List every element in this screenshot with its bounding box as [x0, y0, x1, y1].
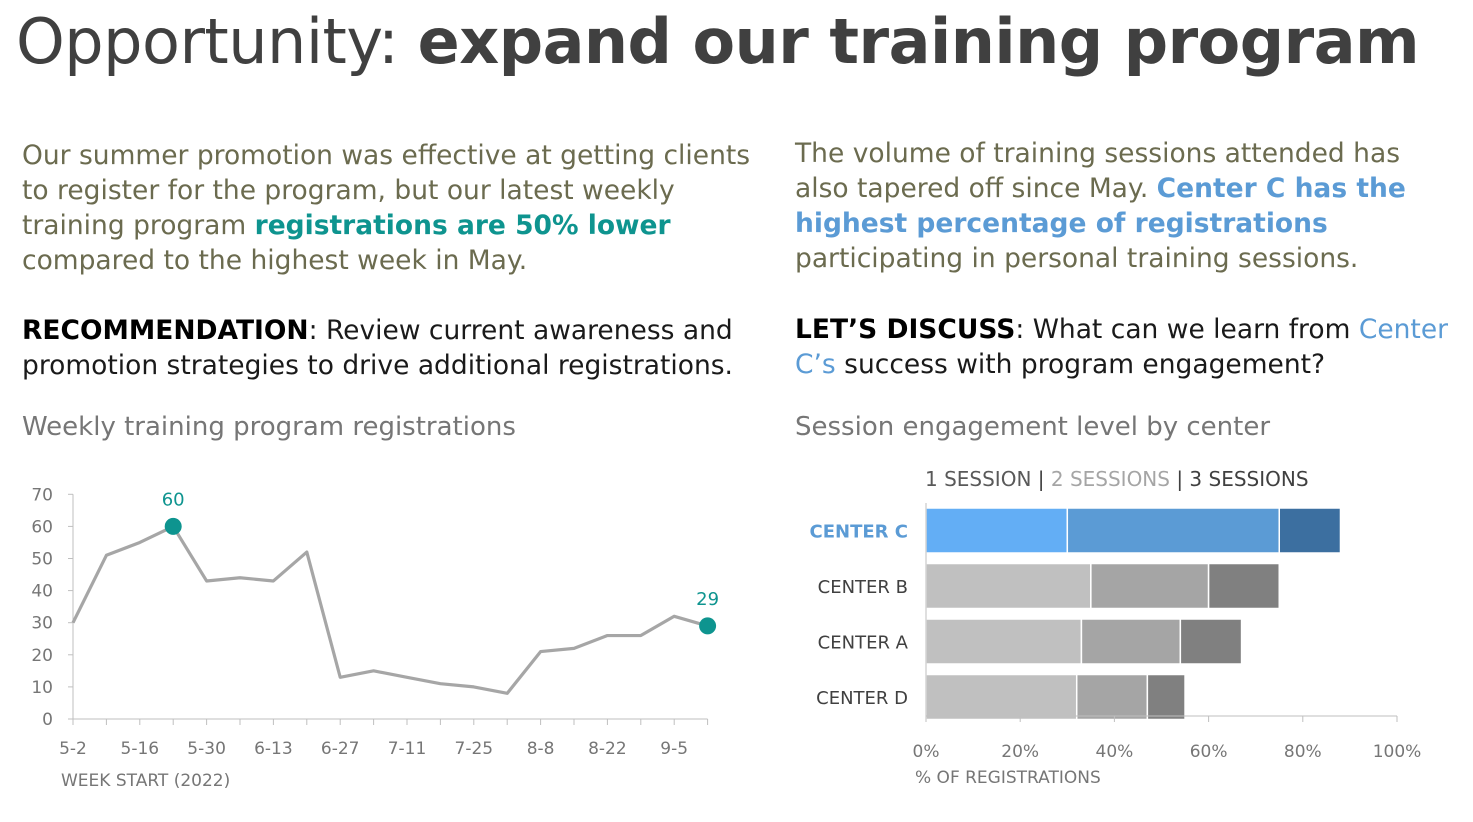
x-tick-label: 6-13	[254, 739, 293, 759]
left-summary-highlight: registrations are 50% lower	[254, 210, 671, 241]
x-axis-title: WEEK START (2022)	[61, 771, 230, 791]
bar-segment	[1146, 673, 1186, 721]
bar-chart: 1 SESSION | 2 SESSIONS | 3 SESSIONS CENTE…	[810, 467, 1422, 788]
recommendation-body: : Review current awareness and promotion…	[22, 315, 733, 381]
bar-segment	[925, 562, 1092, 610]
data-label: 60	[162, 489, 185, 510]
bar-segment	[1179, 618, 1243, 665]
bar-segment	[1080, 618, 1182, 665]
x-tick-label: 7-11	[388, 739, 427, 759]
legend-item: 2 SESSIONS	[1051, 467, 1170, 491]
x-axis-title: % OF REGISTRATIONS	[915, 768, 1101, 788]
discussion-text: LET’S DISCUSS: What can we learn from Ce…	[795, 312, 1460, 382]
y-tick-label: 60	[31, 517, 53, 537]
bar-segment	[925, 618, 1083, 665]
highlight-point	[699, 617, 717, 635]
x-tick-label: 7-25	[455, 739, 494, 759]
legend-item: 1 SESSION	[925, 467, 1031, 491]
title-bold: expand our training program	[417, 5, 1420, 78]
y-tick-label: 70	[31, 485, 53, 505]
line-chart: 0 10 20 30 40 50 60 70 5-2 5-16 5-30 6-13 6-27 7-11 7-…	[31, 485, 719, 791]
x-tick-label: 0%	[913, 742, 940, 762]
y-tick-label: 50	[31, 550, 53, 570]
bar-segment	[925, 507, 1069, 554]
recommendation-label: RECOMMENDATION	[22, 315, 309, 346]
bar-chart-title: Session engagement level by center	[795, 412, 1271, 442]
bar-segment	[925, 673, 1078, 721]
right-summary-part-2: participating in personal training sessi…	[795, 243, 1359, 274]
discussion-part-1: : What can we learn from	[1015, 314, 1359, 345]
y-tick-label: 30	[31, 614, 53, 634]
category-label: CENTER A	[818, 633, 909, 654]
y-tick-label: 0	[42, 710, 53, 730]
bar-segment	[1278, 507, 1342, 554]
bar-segment	[1207, 562, 1281, 610]
right-summary-part-1: The volume of training sessions attended…	[795, 138, 1401, 204]
x-tick-label: 40%	[1096, 742, 1134, 762]
legend-item: 3 SESSIONS	[1189, 467, 1308, 491]
data-label: 29	[696, 589, 719, 610]
legend-separator: |	[1170, 467, 1189, 491]
discussion-label: LET’S DISCUSS	[795, 314, 1016, 345]
line-chart-title: Weekly training program registrations	[22, 412, 516, 442]
discussion-highlight: Center C’s	[795, 314, 1449, 380]
x-tick-label: 6-27	[321, 739, 360, 759]
category-label: CENTER B	[818, 577, 908, 598]
x-tick-label: 20%	[1001, 742, 1039, 762]
y-tick-label: 40	[31, 582, 53, 602]
registrations-line	[71, 524, 709, 695]
x-tick-label: 5-16	[121, 739, 160, 759]
bar-segment	[1090, 562, 1210, 610]
category-label: CENTER C	[810, 522, 908, 543]
right-summary-highlight: Center C has the highest percentage of r…	[795, 173, 1406, 239]
right-summary-text: The volume of training sessions attended…	[795, 136, 1460, 276]
bar-segment	[1075, 673, 1149, 721]
y-tick-label: 10	[31, 678, 53, 698]
x-tick-label: 60%	[1190, 742, 1228, 762]
recommendation-text: RECOMMENDATION: Review current awareness…	[22, 313, 757, 383]
left-summary-part-2: compared to the highest week in May.	[22, 245, 528, 276]
title-light: Opportunity:	[16, 5, 418, 78]
chart-legend: 1 SESSION | 2 SESSIONS | 3 SESSIONS	[925, 467, 1309, 491]
y-tick-label: 20	[31, 646, 53, 666]
left-summary-part-1: Our summer promotion was effective at ge…	[22, 140, 751, 241]
x-tick-label: 100%	[1373, 742, 1422, 762]
x-tick-label: 8-8	[527, 739, 555, 759]
x-tick-label: 8-22	[588, 739, 627, 759]
legend-separator: |	[1031, 467, 1050, 491]
discussion-part-2: success with program engagement?	[835, 349, 1326, 380]
highlight-point	[164, 517, 182, 535]
bar-segment	[1066, 507, 1280, 554]
category-label: CENTER D	[816, 688, 908, 709]
page-title: Opportunity: expand our training program	[16, 4, 1420, 80]
x-tick-label: 5-30	[187, 739, 226, 759]
x-tick-label: 5-2	[59, 739, 87, 759]
left-summary-text: Our summer promotion was effective at ge…	[22, 138, 757, 278]
x-tick-label: 9-5	[660, 739, 688, 759]
x-tick-label: 80%	[1284, 742, 1322, 762]
